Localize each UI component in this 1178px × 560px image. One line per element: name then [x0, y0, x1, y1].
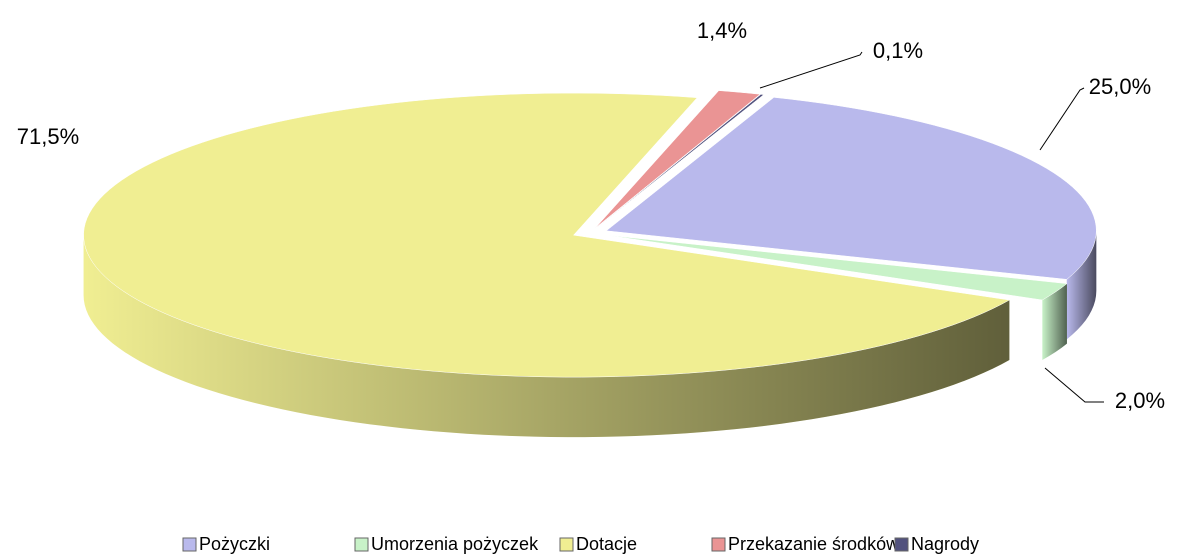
legend-label: Nagrody — [911, 534, 979, 554]
slice — [83, 92, 1011, 378]
data-label: 71,5% — [17, 124, 79, 149]
slice — [606, 234, 1068, 301]
leader-line — [759, 51, 863, 89]
data-label: 2,0% — [1115, 388, 1165, 413]
legend-swatch — [354, 537, 369, 552]
side-shade — [83, 235, 1010, 438]
leader-line — [1044, 367, 1104, 403]
legend-label: Przekazanie środków — [728, 534, 900, 554]
legend-swatch — [182, 537, 197, 552]
legend-swatch — [559, 537, 574, 552]
legend-swatch — [711, 537, 726, 552]
data-label: 0,1% — [873, 38, 923, 63]
legend-label: Dotacje — [576, 534, 637, 554]
legend-label: Pożyczki — [199, 534, 270, 554]
slice — [595, 94, 765, 229]
slice — [605, 97, 1097, 280]
slice — [595, 90, 761, 229]
side-shade — [1066, 230, 1097, 340]
data-label: 1,4% — [697, 18, 747, 43]
leader-line — [1039, 87, 1085, 151]
legend-swatch — [894, 537, 909, 552]
data-label: 25,0% — [1089, 74, 1151, 99]
side-shade — [1042, 283, 1067, 360]
legend-label: Umorzenia pożyczek — [371, 534, 539, 554]
